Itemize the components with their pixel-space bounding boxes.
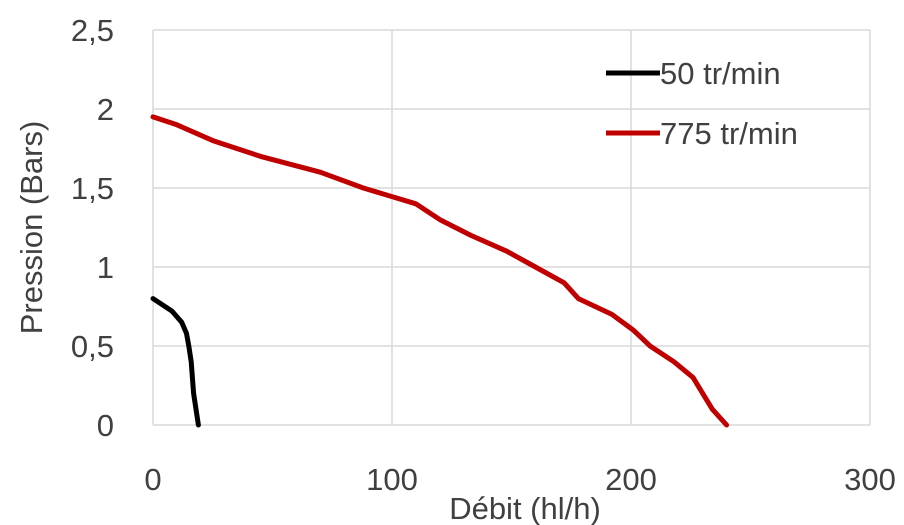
x-tick-label: 100 [366,462,418,497]
y-tick-label: 1 [97,250,114,285]
y-tick-labels: 0 0,5 1 1,5 2 2,5 [71,13,114,443]
y-tick-label: 1,5 [71,171,114,206]
series-line-1 [150,296,201,428]
series-lines [150,114,730,428]
x-tick-label: 200 [605,462,657,497]
legend-label: 50 tr/min [660,56,781,91]
y-tick-label: 0 [97,408,114,443]
y-axis-label: Pression (Bars) [14,121,49,335]
x-tick-label: 300 [844,462,896,497]
y-tick-label: 2 [97,92,114,127]
series-line-2 [150,114,730,428]
x-tick-label: 0 [144,462,161,497]
x-tick-labels: 0 100 200 300 [144,462,895,497]
x-axis-label: Débit (hl/h) [449,491,601,525]
y-tick-label: 2,5 [71,13,114,48]
legend: 50 tr/min 775 tr/min [606,56,798,151]
y-tick-label: 0,5 [71,329,114,364]
grid [152,29,871,426]
legend-label: 775 tr/min [660,116,798,151]
